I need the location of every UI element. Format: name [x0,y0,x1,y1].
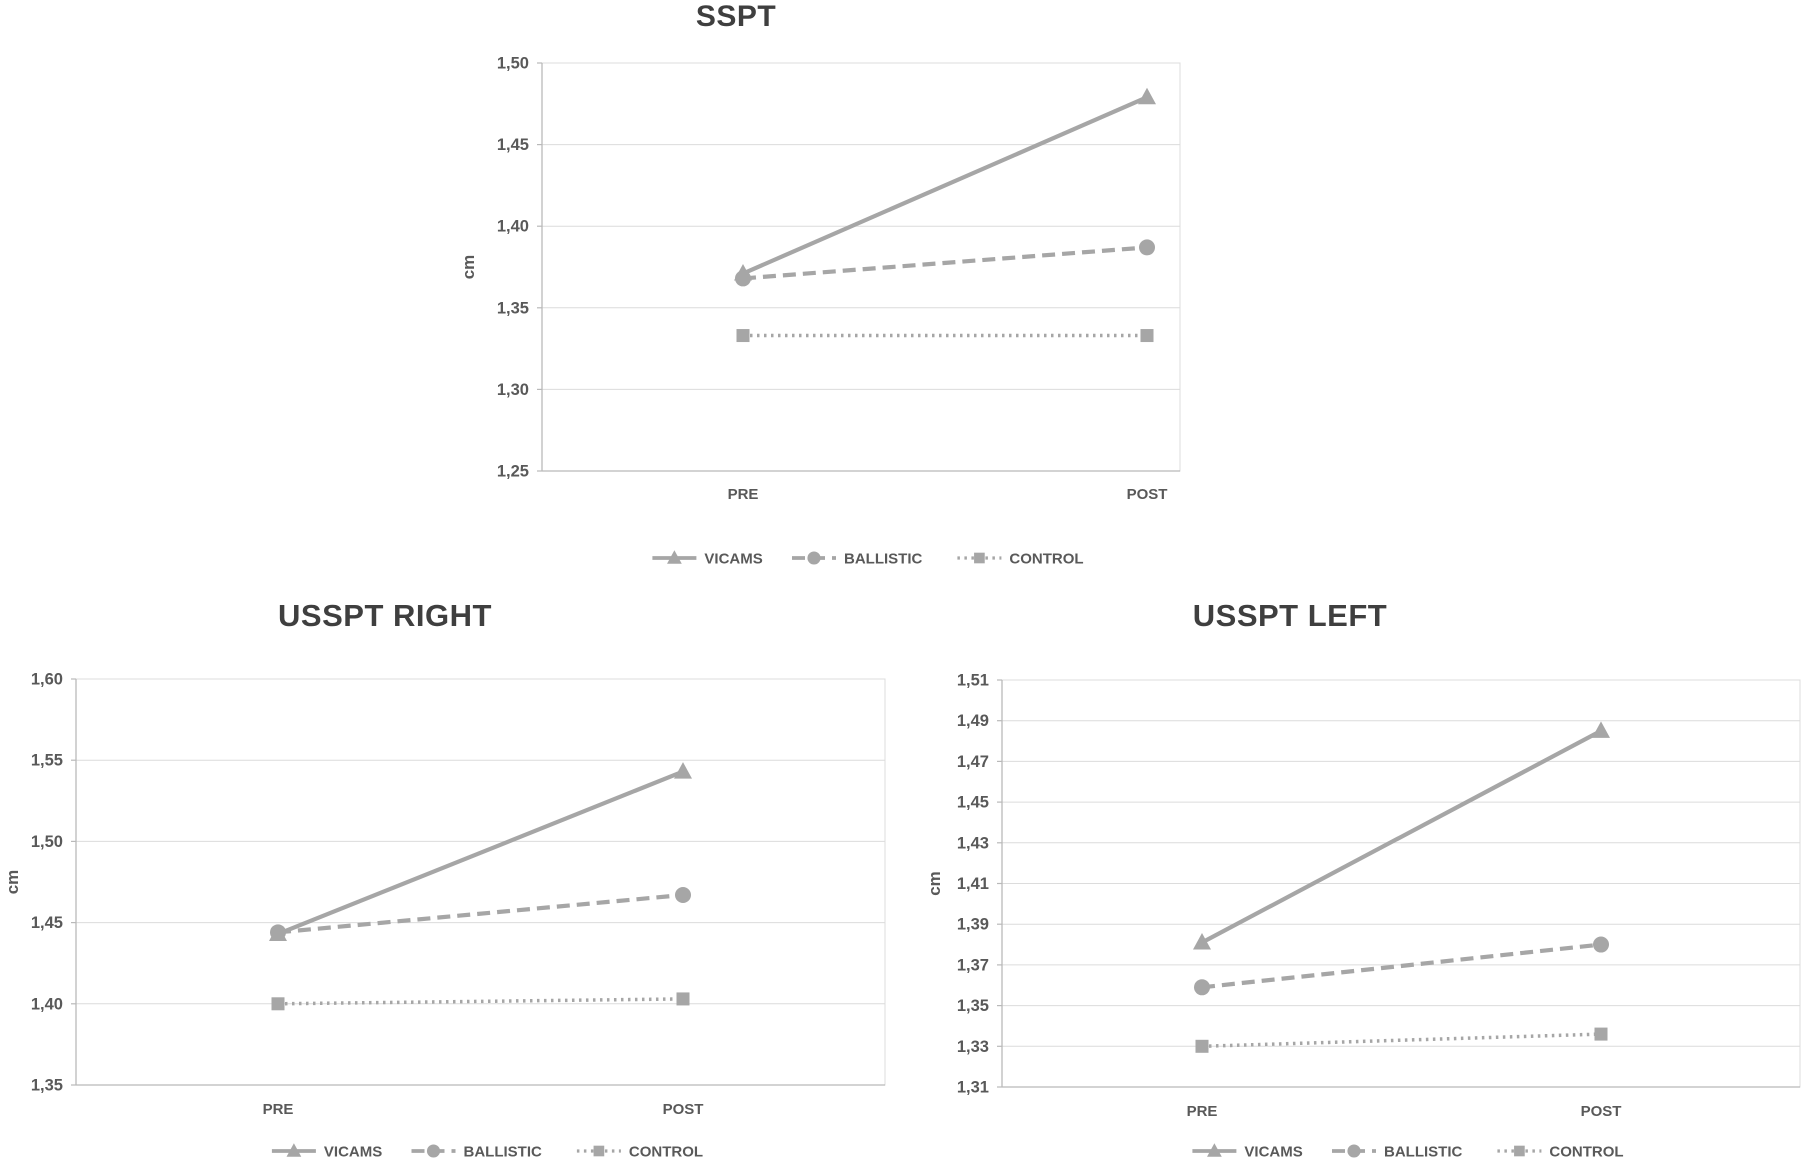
square-marker [593,1145,605,1157]
square-marker [676,992,690,1006]
triangle-marker [667,550,682,564]
square-marker [271,997,285,1011]
square-marker [1140,329,1154,343]
y-tick-label: 1,41 [957,875,989,893]
x-category-label: PRE [728,486,759,503]
square-marker [1195,1039,1209,1053]
chart-usspt-left: USSPT LEFT 1,51 1,49 1,47 1,45 1,43 1,41 1,39 1… [905,560,1811,1163]
legend-label: CONTROL [1549,1144,1623,1161]
triangle-marker [286,1143,302,1157]
series-line-vicams [742,95,1148,276]
y-tick-label: 1,45 [957,794,989,812]
series-line-ballistic [742,245,1148,281]
triangle-marker [1207,1143,1222,1157]
chart-sspt: SSPT 1,50 1,45 1,40 1,35 1,30 1,25 cm PRE POST VI… [380,0,1231,600]
chart-title-usspt-left: USSPT LEFT [1192,598,1388,633]
y-tick-label: 1,45 [497,136,529,154]
circle-marker [1347,1144,1361,1158]
chart-title-usspt-right: USSPT RIGHT [278,598,492,633]
legend-item-vicams: VICAMS [271,1143,382,1161]
y-tick-label: 1,31 [957,1079,989,1097]
circle-marker [735,270,751,287]
circle-marker [807,551,821,565]
y-tick-label: 1,51 [957,672,989,690]
chart-plot-usspt-left: 1,51 1,49 1,47 1,45 1,43 1,41 1,39 1,37 1,35 1,33… [925,672,1801,1161]
legend-item-ballistic: BALLISTIC [1332,1144,1462,1161]
series-line-ballistic [1201,942,1602,990]
x-category-label: POST [1581,1103,1622,1120]
legend-item-control: CONTROL [957,551,1084,568]
legend-label: VICAMS [324,1144,382,1161]
series-line-vicams [277,769,684,936]
legend-item-control: CONTROL [576,1144,703,1161]
circle-marker [675,886,691,903]
y-tick-label: 1,40 [31,995,63,1013]
plot-border [75,678,886,1086]
y-axis-title: cm [925,871,944,896]
legend-label: BALLISTIC [464,1144,542,1161]
legend-label: CONTROL [629,1144,703,1161]
y-tick-label: 1,47 [957,753,989,771]
legend-label: BALLISTIC [844,551,922,568]
chart-plot-usspt-right: 1,60 1,55 1,50 1,45 1,40 1,35 cm PRE POST VICAMS B… [3,671,886,1161]
series-line-vicams [1201,729,1602,945]
circle-marker [270,924,286,941]
y-tick-label: 1,43 [957,834,989,852]
series-line-ballistic [277,892,684,935]
circle-marker [426,1144,441,1158]
y-tick-label: 1,25 [497,463,529,481]
chart-plot-sspt: 1,50 1,45 1,40 1,35 1,30 1,25 cm PRE POST VICAMS B… [459,55,1181,568]
x-category-label: PRE [263,1101,294,1118]
triangle-marker [674,762,692,779]
y-axis-title: cm [459,255,478,280]
legend-label: BALLISTIC [1384,1144,1462,1161]
y-axis-title: cm [3,870,22,895]
legend-label: VICAMS [704,551,762,568]
legend-label: CONTROL [1009,551,1083,568]
y-tick-label: 1,30 [497,381,529,399]
x-category-label: POST [1127,486,1168,503]
y-tick-label: 1,35 [497,299,529,317]
y-tick-label: 1,37 [957,956,989,974]
square-marker [736,329,750,343]
y-tick-label: 1,50 [497,55,529,73]
y-tick-label: 1,35 [957,997,989,1015]
series-line-control [277,997,684,1006]
y-tick-label: 1,55 [31,752,63,770]
square-marker [1594,1027,1608,1041]
y-tick-label: 1,35 [31,1077,63,1095]
y-tick-label: 1,45 [31,914,63,932]
square-marker [1514,1145,1525,1157]
x-category-label: POST [663,1101,704,1118]
chart-title-sspt: SSPT [695,0,777,33]
y-tick-label: 1,40 [497,218,529,236]
legend-item-ballistic: BALLISTIC [411,1144,542,1161]
square-marker [974,552,985,564]
y-tick-label: 1,50 [31,833,63,851]
triangle-marker [1138,87,1156,105]
legend-item-control: CONTROL [1497,1144,1624,1161]
legend-label: VICAMS [1244,1144,1302,1161]
circle-marker [1139,239,1155,256]
y-tick-label: 1,33 [957,1038,989,1056]
chart-usspt-right: USSPT RIGHT 1,60 1,55 1,50 1,45 1,40 1,35 cm PR… [0,560,905,1163]
legend-item-vicams: VICAMS [652,550,763,568]
y-tick-label: 1,49 [957,712,989,730]
circle-marker [1194,979,1210,996]
legend-item-ballistic: BALLISTIC [792,551,922,568]
triangle-marker [1193,933,1211,950]
circle-marker [1593,936,1609,953]
x-category-label: PRE [1187,1103,1218,1120]
triangle-marker [1592,721,1610,738]
series-line-control [1201,1032,1602,1049]
legend-item-vicams: VICAMS [1192,1143,1303,1161]
y-tick-label: 1,60 [31,671,63,689]
y-tick-label: 1,39 [957,916,989,934]
